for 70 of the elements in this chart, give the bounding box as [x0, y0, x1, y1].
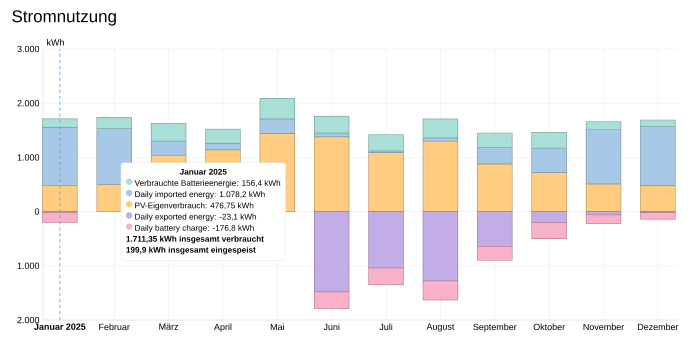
y-tick-label: 2.000: [17, 316, 40, 324]
bar: [477, 211, 512, 247]
x-tick-label: Mai: [270, 324, 284, 330]
bar: [368, 211, 404, 268]
bar: [477, 132, 512, 148]
bar: [368, 268, 404, 286]
bar: [422, 280, 458, 300]
bar: [531, 148, 567, 173]
y-tick-label: 1.000: [18, 262, 40, 269]
annotation: Daily imported energy: 1.078,2 kWh: [135, 191, 265, 199]
x-tick-label: September: [473, 324, 517, 332]
y-axis-title: kWh: [47, 38, 64, 46]
x-tick-label: August: [426, 324, 454, 332]
bar: [150, 140, 186, 156]
x-tick-label: November: [584, 324, 624, 330]
bar: [205, 143, 241, 150]
bar: [314, 116, 350, 134]
bar: [42, 127, 78, 186]
y-tick-label: 3.000: [17, 46, 40, 52]
bar: [586, 184, 622, 212]
x-tick-label: Juli: [379, 324, 392, 330]
bar: [477, 164, 512, 212]
annotation: 1.711,35 kWh insgesamt verbraucht: [126, 236, 264, 244]
bar: [640, 212, 676, 220]
bar: [586, 121, 622, 130]
bar: [531, 211, 567, 223]
x-tick-label: Januar 2025: [34, 324, 86, 330]
x-tick-label: März: [159, 324, 178, 330]
bar: [314, 292, 350, 309]
bar: [531, 222, 567, 239]
bar: [422, 211, 458, 282]
annotation: Januar 2025: [180, 168, 227, 175]
annotation: 199,9 kWh insgesamt eingespeist: [126, 246, 256, 254]
bar: [314, 211, 350, 292]
bar: [422, 118, 458, 138]
bar: [477, 147, 512, 164]
annotation: Daily battery charge: -176,8 kWh: [135, 224, 254, 232]
bar: [42, 212, 78, 223]
bar: [422, 140, 458, 212]
y-tick-label: 2.000: [17, 100, 40, 106]
bar: [42, 118, 78, 128]
bar: [260, 98, 296, 120]
annotation: PV-Eigenverbrauch: 476,75 kWh: [135, 202, 254, 210]
y-tick-label: 0: [34, 208, 40, 215]
x-tick-label: Oktober: [534, 324, 565, 330]
bar: [477, 246, 512, 261]
bar: [368, 134, 404, 152]
x-tick-label: Juni: [324, 324, 340, 330]
bar: [640, 126, 676, 186]
bar: [260, 118, 296, 134]
bar: [586, 129, 622, 184]
annotation: Verbrauchte Batterieenergie: 156,4 kWh: [134, 180, 280, 188]
annotation: Daily exported energy: -23,1 kWh: [135, 214, 256, 222]
chart-title: Stromnutzung: [12, 10, 116, 26]
x-tick-label: Februar: [99, 324, 130, 330]
bar: [150, 122, 186, 142]
bar: [531, 132, 567, 148]
bar: [640, 185, 676, 212]
x-tick-label: April: [214, 324, 232, 332]
bar: [640, 120, 676, 127]
x-tick-label: Dezember: [638, 324, 678, 330]
bar: [96, 116, 132, 129]
bar: [422, 138, 458, 142]
bar: [42, 185, 78, 212]
bar: [531, 172, 567, 212]
y-tick-label: 1.000: [18, 154, 40, 161]
bar: [314, 136, 350, 212]
bar: [368, 152, 404, 212]
bar: [586, 214, 622, 224]
bar: [205, 128, 241, 144]
